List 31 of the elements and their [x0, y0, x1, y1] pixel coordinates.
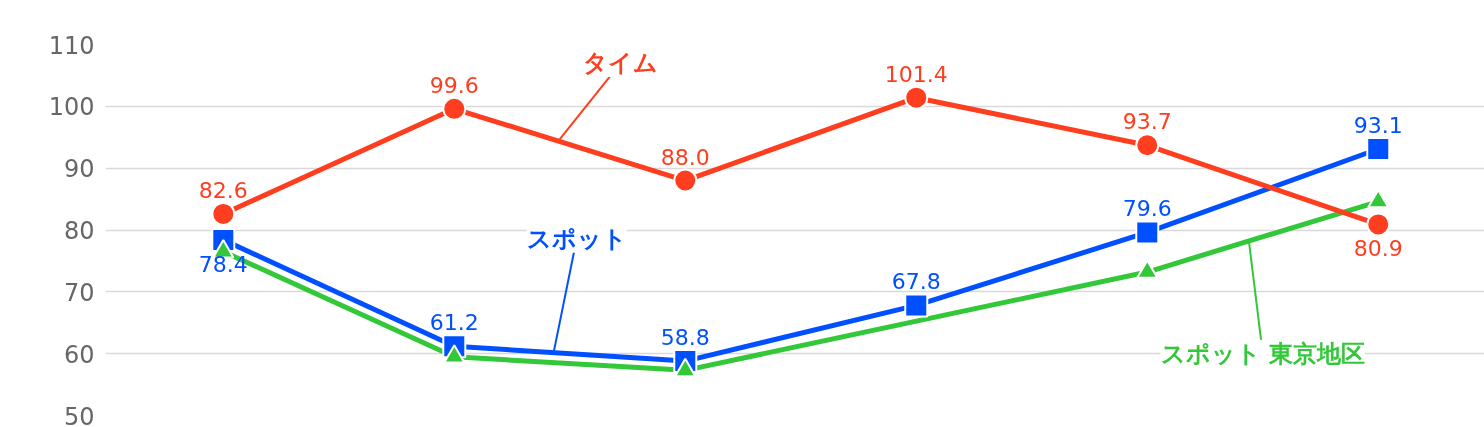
- data-label: 93.7: [1122, 109, 1172, 135]
- point: [1135, 220, 1160, 245]
- y-tick-label: 100: [48, 93, 95, 122]
- data-label: 82.6: [198, 177, 248, 203]
- y-tick-label: 90: [63, 155, 95, 184]
- y-tick-label: 60: [63, 340, 95, 369]
- point: [904, 293, 929, 318]
- y-tick-label: 80: [63, 217, 95, 245]
- y-tick-label: 110: [48, 31, 95, 60]
- point: [442, 96, 467, 121]
- text: スポット: [526, 224, 627, 253]
- y-tick-label: 50: [63, 402, 95, 427]
- data-label: 61.2: [429, 310, 479, 336]
- point: [1366, 137, 1391, 161]
- y-tick-label: 70: [63, 278, 95, 307]
- data-label: 101.4: [884, 61, 948, 87]
- data-label: 88.0: [660, 144, 710, 170]
- point: [1366, 212, 1391, 237]
- point: [673, 168, 698, 193]
- data-label: 67.8: [891, 269, 941, 295]
- text: タイム: [583, 49, 659, 78]
- text: スポット 東京地区: [1160, 339, 1365, 368]
- data-label: 78.4: [198, 251, 248, 277]
- data-label: 93.1: [1353, 113, 1403, 138]
- point: [211, 201, 236, 226]
- data-label: 99.6: [429, 72, 479, 98]
- data-label: 58.8: [660, 325, 710, 351]
- data-label: 80.9: [1353, 236, 1403, 262]
- point: [1135, 133, 1160, 158]
- point: [904, 85, 929, 110]
- data-label: 79.6: [1122, 196, 1172, 222]
